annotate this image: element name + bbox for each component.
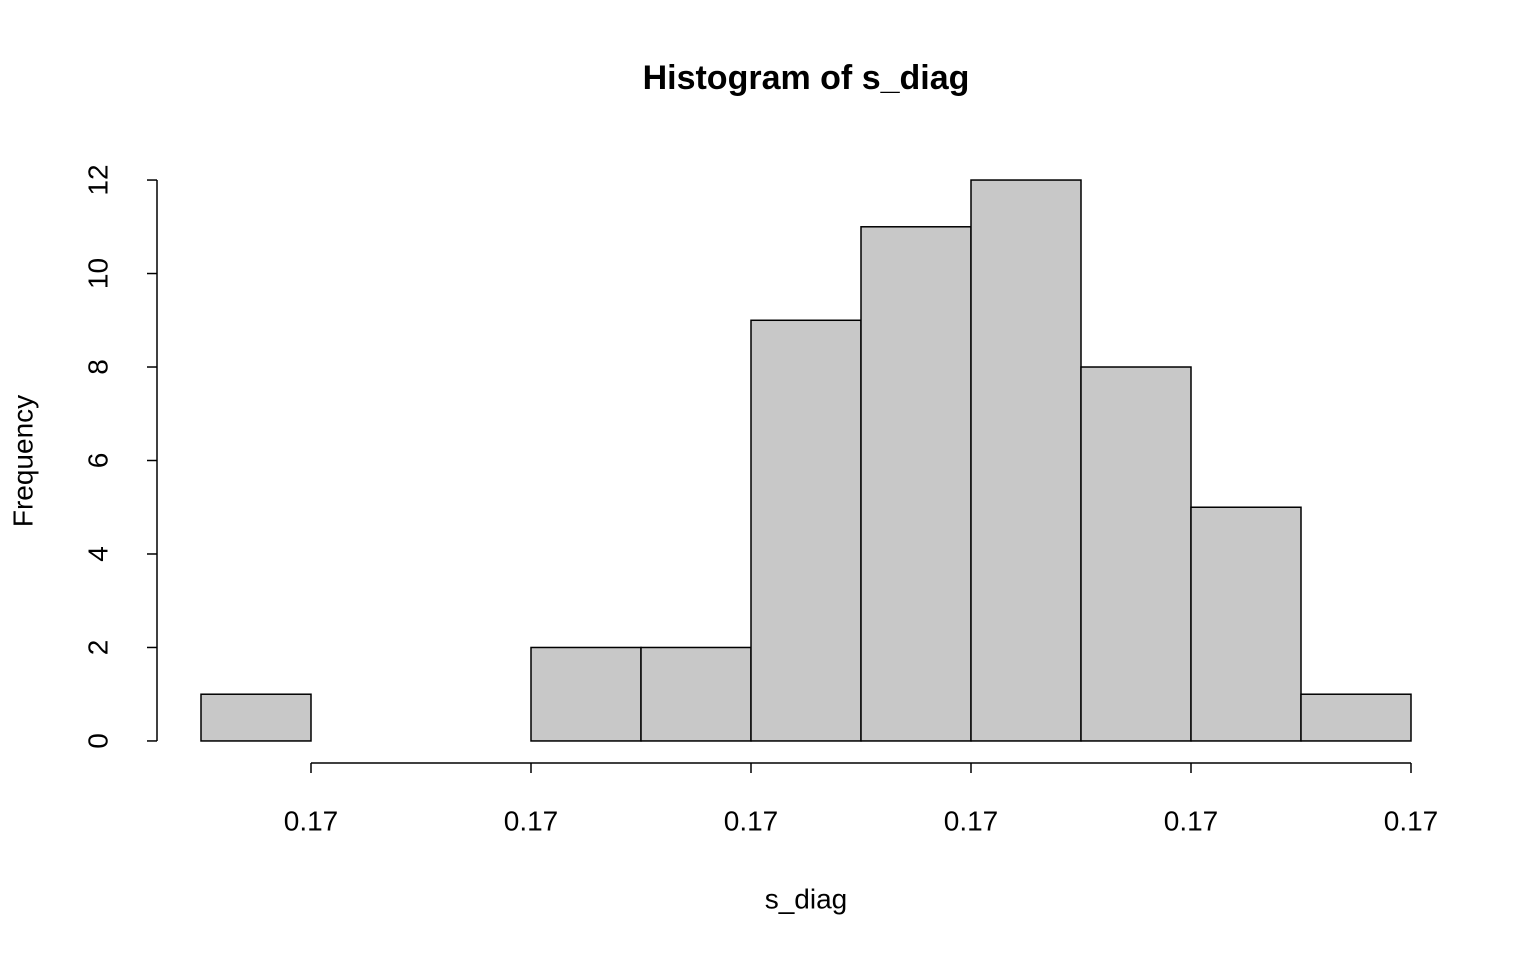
x-tick-label: 0.17 — [1384, 805, 1439, 836]
chart-title: Histogram of s_diag — [643, 59, 970, 97]
x-tick-label: 0.17 — [1164, 805, 1219, 836]
bar — [640, 646, 752, 742]
y-tick-label: 10 — [82, 258, 113, 289]
y-tick-label: 12 — [82, 164, 113, 195]
y-tick-label: 6 — [82, 453, 113, 469]
bar — [1190, 506, 1302, 742]
x-tick-label: 0.17 — [724, 805, 779, 836]
y-tick-label: 0 — [82, 733, 113, 749]
y-tick-label: 4 — [82, 546, 113, 562]
y-tick-label: 2 — [82, 640, 113, 656]
y-tick-label: 8 — [82, 359, 113, 375]
bar — [970, 179, 1082, 742]
y-axis-label: Frequency — [7, 395, 38, 527]
bar — [530, 646, 642, 742]
bar — [1300, 693, 1412, 742]
bar — [1080, 366, 1192, 742]
bar — [750, 319, 862, 742]
bar — [200, 693, 312, 742]
x-tick-label: 0.17 — [284, 805, 339, 836]
x-axis-label: s_diag — [765, 883, 848, 914]
bar — [860, 226, 972, 742]
x-tick-label: 0.17 — [944, 805, 999, 836]
x-tick-label: 0.17 — [504, 805, 559, 836]
